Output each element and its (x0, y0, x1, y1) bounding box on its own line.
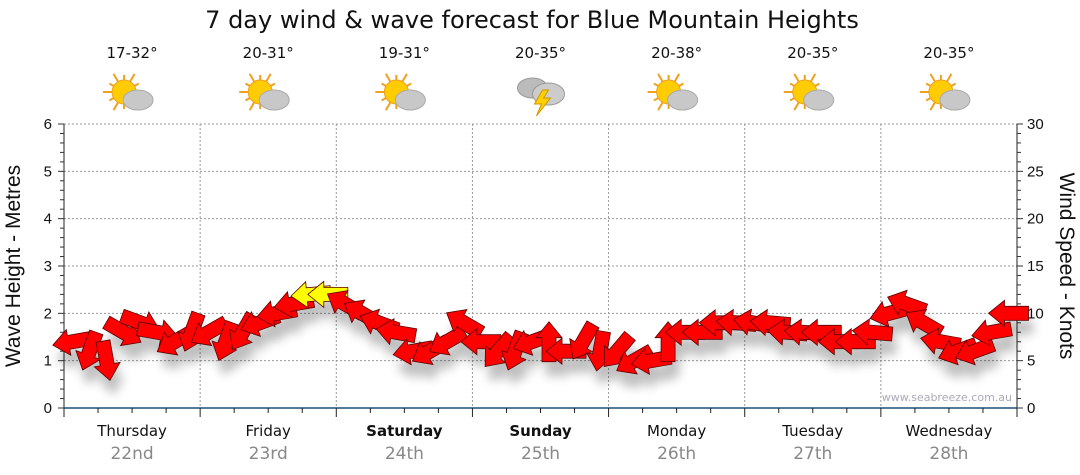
wind-arrow (971, 319, 1013, 347)
x-date-label: 26th (657, 444, 696, 464)
y-axis-left-label: Wave Height - Metres (2, 165, 25, 367)
x-day-label: Wednesday (906, 422, 993, 440)
y-tick-label-left: 5 (44, 163, 52, 180)
y-tick-label-right: 20 (1027, 211, 1044, 228)
temperature-range: 20-31° (243, 44, 294, 62)
cloud-shape (939, 89, 971, 111)
y-tick-label-left: 0 (44, 400, 52, 417)
wind-arrow (392, 338, 435, 366)
x-day-label: Monday (647, 422, 706, 440)
wind-arrow (190, 315, 231, 347)
y-tick-label-left: 2 (44, 305, 52, 322)
sun-cloud-icon (103, 73, 154, 111)
y-axis-right-label: Wind Speed - Knots (1055, 173, 1078, 360)
cloud-shape (667, 89, 699, 111)
y-tick-label-right: 25 (1027, 163, 1044, 180)
y-tick-label-right: 30 (1027, 116, 1044, 133)
sun-cloud-icon (919, 73, 971, 111)
y-tick-label-left: 4 (44, 211, 52, 228)
wind-arrow (75, 329, 104, 371)
temperature-range: 17-32° (107, 44, 158, 62)
wind-arrow (102, 315, 142, 347)
x-date-label: 28th (929, 444, 968, 464)
wind-arrow (569, 320, 600, 360)
lightning-bolt (533, 89, 552, 117)
wind-arrow (375, 318, 418, 346)
wind-arrow (93, 339, 121, 382)
cloud-shape (122, 89, 154, 111)
temperature-range: 20-35° (923, 44, 974, 62)
y-tick-label-right: 10 (1027, 305, 1044, 322)
cloud-shape (258, 89, 290, 111)
watermark: www.seabreeze.com.au (882, 391, 1012, 404)
storm-icon (517, 77, 565, 117)
chart-title: 7 day wind & wave forecast for Blue Moun… (205, 6, 859, 34)
x-date-label: 25th (521, 444, 560, 464)
wind-arrow (52, 328, 94, 356)
y-tick-label-right: 5 (1027, 353, 1035, 370)
y-tick-label-right: 15 (1027, 258, 1044, 275)
wind-arrow (987, 299, 1029, 328)
x-day-label: Thursday (96, 422, 167, 440)
sun-cloud-icon (375, 73, 426, 111)
temperature-range: 20-35° (515, 44, 566, 62)
y-tick-label-left: 1 (44, 353, 52, 370)
temperature-range: 20-38° (651, 44, 702, 62)
cloud-shape (803, 89, 835, 111)
x-day-label: Saturday (366, 422, 443, 440)
x-day-label: Tuesday (781, 422, 843, 440)
wind-arrow (603, 330, 636, 368)
wind-arrow (938, 337, 980, 366)
x-day-label: Friday (245, 422, 291, 440)
y-tick-label-left: 3 (44, 258, 52, 275)
cloud-shape (394, 89, 426, 111)
x-date-label: 27th (793, 444, 832, 464)
sun-cloud-icon (783, 73, 835, 111)
x-date-label: 23rd (249, 444, 288, 464)
y-tick-label-right: 0 (1027, 400, 1035, 417)
temperature-range: 20-35° (787, 44, 838, 62)
temperature-range: 19-31° (379, 44, 430, 62)
x-date-label: 22nd (110, 444, 153, 464)
sun-cloud-icon (239, 73, 290, 111)
wind-arrow (429, 325, 469, 356)
sun-cloud-icon (647, 73, 699, 111)
x-date-label: 24th (385, 444, 424, 464)
wind-arrow (484, 330, 517, 368)
x-day-label: Sunday (509, 422, 572, 440)
y-tick-label-left: 6 (44, 116, 52, 133)
